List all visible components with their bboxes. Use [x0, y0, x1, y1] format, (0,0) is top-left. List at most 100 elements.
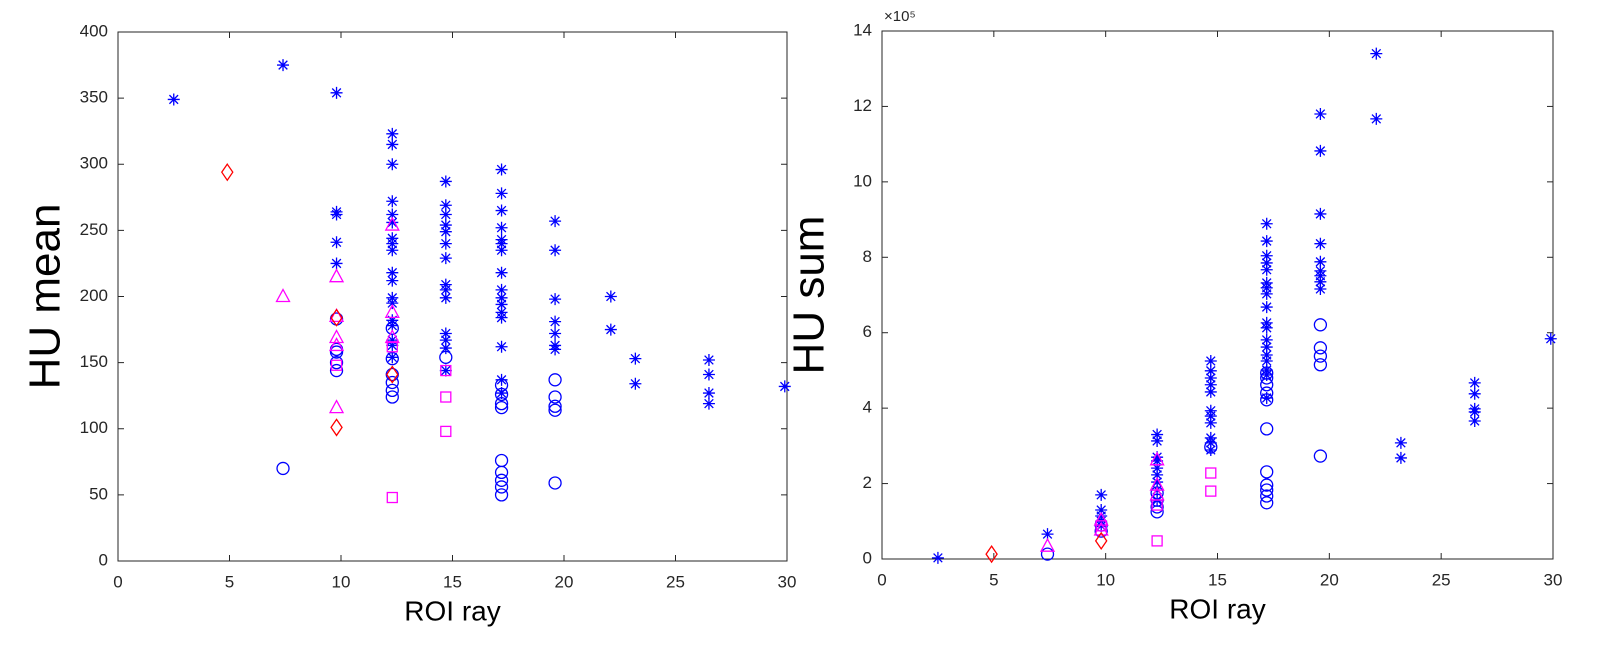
marker-asterisk	[1260, 256, 1273, 269]
marker-square	[1205, 485, 1217, 497]
marker-asterisk	[1314, 207, 1327, 220]
marker-asterisk	[439, 199, 452, 212]
x-tick-label: 20	[555, 572, 574, 591]
x-tick-label: 30	[1544, 570, 1563, 589]
marker-diamond	[330, 418, 343, 437]
marker-square	[440, 425, 452, 438]
marker-triangle	[384, 304, 400, 319]
marker-asterisk	[439, 342, 452, 355]
marker-asterisk	[386, 266, 399, 279]
marker-circle	[494, 387, 509, 402]
marker-asterisk	[1394, 436, 1407, 449]
marker-circle	[1260, 386, 1274, 400]
marker-asterisk	[549, 293, 562, 306]
marker-asterisk	[1260, 249, 1273, 262]
marker-asterisk	[1151, 454, 1164, 467]
marker-asterisk	[495, 340, 508, 353]
marker-asterisk	[1260, 368, 1273, 381]
x-tick-label: 0	[877, 570, 886, 589]
marker-circle	[494, 400, 509, 415]
marker-asterisk	[495, 291, 508, 304]
marker-asterisk	[1314, 255, 1327, 268]
marker-diamond	[1094, 531, 1108, 551]
y-tick-label: 10	[853, 171, 872, 190]
marker-asterisk	[495, 283, 508, 296]
marker-asterisk	[439, 219, 452, 232]
plot-area	[881, 30, 1554, 560]
marker-circle	[439, 350, 453, 364]
marker-asterisk	[277, 59, 290, 72]
marker-asterisk	[549, 215, 562, 228]
marker-asterisk	[1204, 355, 1217, 367]
y-tick-label: 0	[863, 548, 872, 567]
marker-circle	[1260, 489, 1274, 503]
marker-square	[1095, 520, 1107, 532]
marker-square	[1151, 535, 1163, 547]
marker-asterisk	[702, 368, 715, 381]
marker-asterisk	[1468, 387, 1481, 400]
marker-asterisk	[1260, 348, 1273, 361]
marker-asterisk	[495, 387, 508, 400]
marker-asterisk	[386, 195, 399, 208]
marker-circle	[548, 403, 562, 417]
marker-asterisk	[1260, 355, 1273, 367]
marker-asterisk	[386, 127, 399, 140]
plot-area	[117, 31, 788, 562]
marker-asterisk	[1260, 333, 1273, 346]
marker-circle	[1260, 465, 1274, 479]
marker-asterisk	[1095, 488, 1108, 501]
marker-asterisk	[1468, 414, 1481, 427]
marker-asterisk	[495, 204, 508, 217]
marker-asterisk	[386, 237, 399, 250]
x-tick-label: 15	[443, 572, 462, 591]
marker-asterisk	[386, 297, 399, 310]
marker-asterisk	[1260, 301, 1273, 314]
y-tick-label: 12	[853, 96, 872, 115]
marker-circle	[385, 390, 399, 404]
x-tick-label: 5	[225, 572, 234, 591]
y-tick-label: 400	[80, 21, 108, 40]
marker-triangle	[1093, 511, 1109, 526]
marker-asterisk	[1260, 217, 1273, 230]
marker-triangle	[1093, 521, 1109, 536]
marker-circle	[548, 373, 562, 387]
y-tick-label: 350	[80, 88, 108, 107]
marker-asterisk	[549, 343, 562, 356]
marker-triangle	[328, 399, 345, 414]
marker-asterisk	[386, 158, 399, 171]
marker-triangle	[275, 288, 291, 303]
marker-triangle	[328, 329, 345, 344]
marker-circle	[385, 321, 399, 335]
marker-circle	[1313, 449, 1328, 463]
marker-asterisk	[439, 327, 452, 340]
marker-asterisk	[549, 244, 562, 257]
marker-asterisk	[1204, 444, 1217, 457]
marker-asterisk	[1314, 282, 1327, 295]
marker-asterisk	[604, 290, 617, 303]
marker-circle	[494, 396, 509, 411]
marker-asterisk	[1260, 235, 1273, 248]
marker-diamond	[330, 308, 343, 327]
marker-asterisk	[386, 138, 399, 151]
marker-circle	[548, 390, 562, 404]
marker-asterisk	[439, 252, 452, 265]
marker-asterisk	[702, 397, 715, 410]
marker-triangle	[328, 268, 345, 283]
marker-asterisk	[495, 187, 508, 200]
marker-triangle	[328, 337, 345, 352]
marker-asterisk	[1370, 47, 1383, 60]
y-tick-label: 4	[863, 398, 872, 417]
marker-asterisk	[495, 298, 508, 311]
marker-asterisk	[439, 208, 452, 221]
marker-asterisk	[495, 373, 508, 386]
marker-asterisk	[386, 244, 399, 257]
y-tick-label: 14	[853, 20, 872, 39]
marker-circle	[1040, 547, 1055, 561]
marker-asterisk	[495, 311, 508, 324]
marker-circle	[329, 363, 344, 378]
marker-asterisk	[1468, 376, 1481, 389]
marker-asterisk	[702, 387, 715, 400]
marker-asterisk	[495, 244, 508, 257]
marker-square	[1151, 499, 1163, 511]
x-axis-label: ROI ray	[1169, 593, 1265, 624]
